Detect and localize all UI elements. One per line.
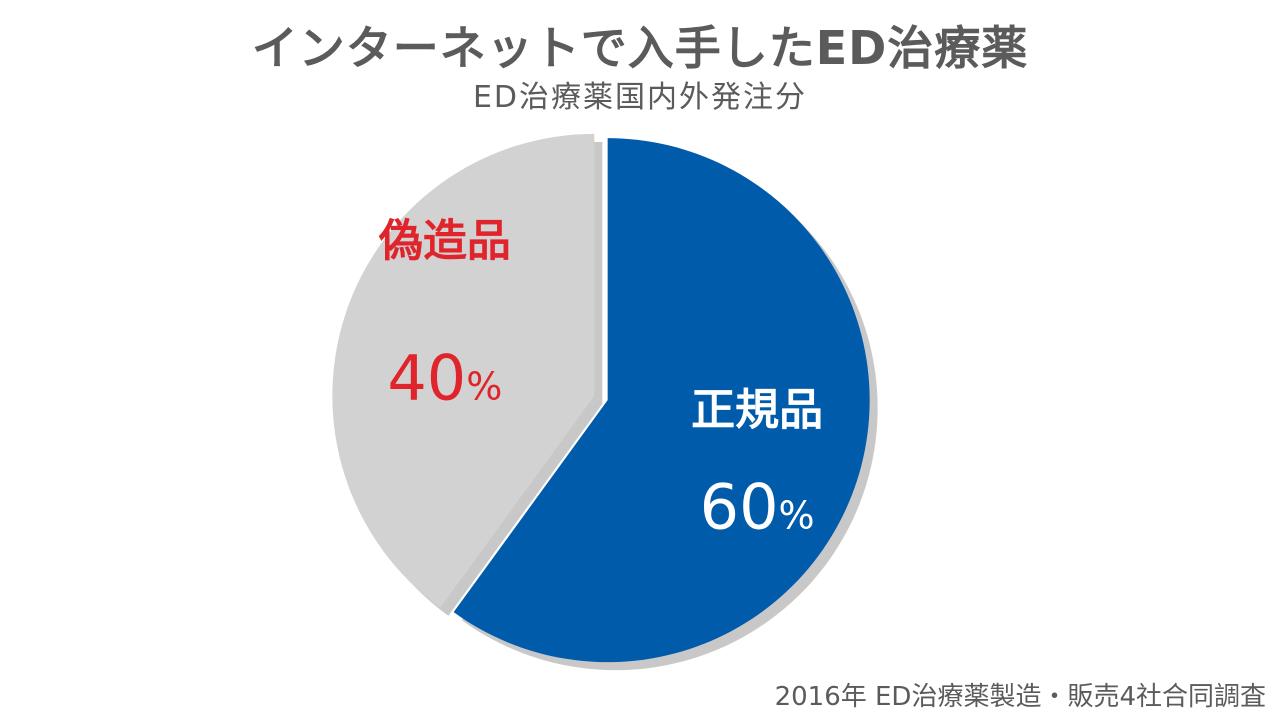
- chart-subtitle: ED治療薬国内外発注分: [472, 80, 808, 115]
- slice-label-genuine: 正規品: [691, 385, 823, 436]
- pie-slice-genuine: [453, 138, 870, 663]
- source-note: 2016年 ED治療薬製造・販売4社合同調査: [774, 682, 1266, 712]
- pie-slice-counterfeit: [332, 133, 595, 608]
- chart-title: インターネットで入手したED治療薬: [251, 21, 1029, 75]
- slice-value-genuine: 60%: [700, 471, 815, 544]
- slice-label-counterfeit: 偽造品: [378, 215, 511, 266]
- slice-value-counterfeit: 40%: [387, 341, 502, 414]
